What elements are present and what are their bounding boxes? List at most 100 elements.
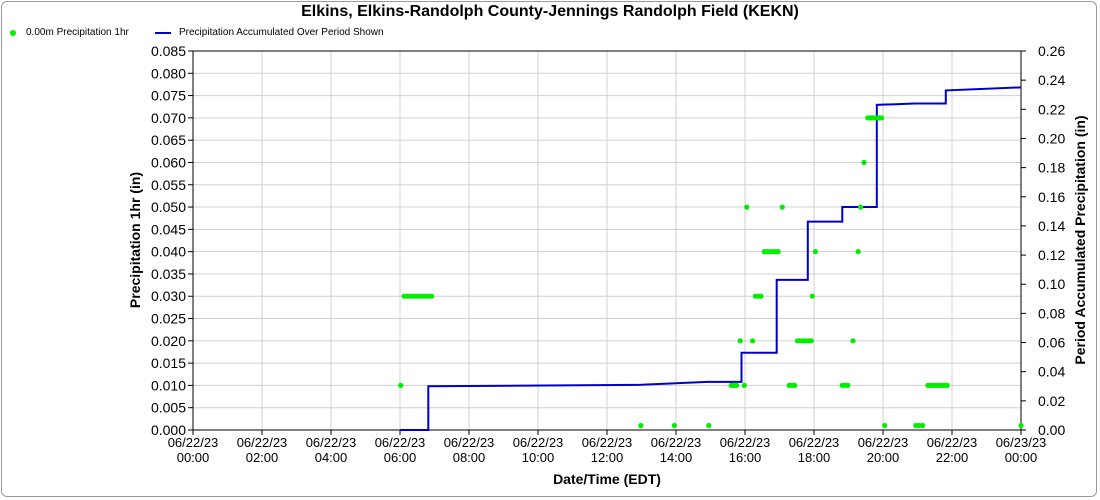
x-tick-label-date: 06/22/23	[651, 435, 702, 450]
precip-1hr-point	[1018, 422, 1024, 429]
left-tick-label: 0.045	[151, 221, 186, 237]
left-tick-label: 0.000	[151, 422, 186, 438]
precip-1hr-point	[744, 204, 750, 210]
y-axis-label-left: Precipitation 1hr (in)	[127, 172, 143, 308]
left-axis: 0.000 0.005 0.010 0.015 0.020 0.025 0.030 0.035…	[151, 43, 193, 438]
precip-1hr-point	[850, 338, 856, 344]
legend-label: 0.00m Precipitation 1hr	[26, 27, 129, 38]
precip-1hr-point	[741, 382, 747, 388]
x-tick-label-time: 12:00	[591, 450, 624, 465]
precip-1hr-point	[775, 249, 781, 255]
y-axis-label-right: Period Accumulated Precipitation (in)	[1072, 115, 1088, 364]
series-accumulated	[400, 86, 1022, 431]
right-tick-label: 0.16	[1038, 189, 1065, 205]
legend-dot-icon	[10, 29, 16, 36]
right-tick-label: 0.14	[1038, 218, 1065, 234]
left-tick-label: 0.005	[151, 400, 186, 416]
left-tick-label: 0.075	[151, 88, 186, 104]
left-tick-label: 0.010	[151, 377, 186, 393]
precip-1hr-point	[944, 382, 950, 388]
x-tick-label-time: 20:00	[867, 450, 900, 465]
precip-1hr-point	[812, 249, 819, 255]
right-tick-label: 0.00	[1038, 422, 1065, 438]
left-tick-label: 0.025	[151, 311, 186, 327]
left-tick-label: 0.065	[151, 132, 186, 148]
legend-item-precip-1hr: 0.00m Precipitation 1hr	[10, 27, 129, 38]
x-tick-label-date: 06/23/23	[996, 435, 1047, 450]
precip-1hr-point	[671, 422, 677, 429]
left-tick-label: 0.035	[151, 266, 186, 282]
precip-1hr-point	[779, 204, 785, 210]
precip-1hr-point	[920, 422, 926, 429]
x-tick-label-date: 06/22/23	[858, 435, 909, 450]
left-tick-label: 0.050	[151, 199, 186, 215]
precip-1hr-point	[845, 382, 851, 388]
precip-1hr-point	[734, 382, 740, 388]
right-axis: 0.00 0.02 0.04 0.06 0.08 0.10 0.12 0.14 0.16 0.18…	[1021, 43, 1065, 438]
series-precip-1hr	[398, 115, 1024, 429]
precip-1hr-point	[792, 382, 798, 388]
right-tick-label: 0.04	[1038, 364, 1065, 380]
x-tick-label-time: 00:00	[177, 450, 210, 465]
precip-1hr-point	[861, 159, 867, 166]
right-tick-label: 0.26	[1038, 43, 1065, 59]
left-tick-label: 0.070	[151, 110, 186, 126]
precip-1hr-point	[750, 338, 756, 344]
right-tick-label: 0.12	[1038, 247, 1065, 263]
left-tick-label: 0.060	[151, 154, 186, 170]
precip-1hr-point	[758, 293, 764, 299]
x-tick-label-date: 06/22/23	[720, 435, 771, 450]
legend-item-accumulated: Precipitation Accumulated Over Period Sh…	[155, 27, 384, 38]
precip-1hr-point	[706, 422, 712, 429]
legend-line-icon	[155, 31, 171, 34]
accumulated-precip-line	[400, 86, 1022, 431]
precip-1hr-point	[882, 422, 888, 429]
left-tick-label: 0.015	[151, 355, 186, 371]
x-tick-label-time: 00:00	[1005, 450, 1038, 465]
grid	[192, 50, 1022, 431]
x-tick-label-time: 04:00	[315, 450, 348, 465]
x-tick-label-date: 06/22/23	[513, 435, 564, 450]
x-tick-label-time: 22:00	[936, 450, 969, 465]
x-tick-label-date: 06/22/23	[168, 435, 219, 450]
x-tick-label-date: 06/22/23	[789, 435, 840, 450]
x-axis-label: Date/Time (EDT)	[553, 471, 661, 487]
legend-label: Precipitation Accumulated Over Period Sh…	[179, 27, 384, 38]
precip-1hr-point	[398, 382, 404, 388]
left-tick-label: 0.030	[151, 288, 186, 304]
right-tick-label: 0.10	[1038, 276, 1065, 292]
x-tick-label-date: 06/22/23	[927, 435, 978, 450]
precip-1hr-point	[858, 204, 864, 210]
left-tick-label: 0.040	[151, 244, 186, 260]
precip-1hr-point	[879, 115, 885, 121]
x-axis: 06/22/2300:0006/22/2302:0006/22/2304:000…	[168, 430, 1047, 465]
precip-1hr-point	[737, 338, 743, 344]
x-tick-label-date: 06/22/23	[375, 435, 426, 450]
precip-1hr-point	[855, 249, 861, 255]
right-tick-label: 0.22	[1038, 101, 1065, 117]
left-tick-label: 0.055	[151, 177, 186, 193]
left-tick-label: 0.085	[151, 43, 186, 59]
left-tick-label: 0.020	[151, 333, 186, 349]
right-tick-label: 0.02	[1038, 393, 1065, 409]
chart-title: Elkins, Elkins-Randolph County-Jennings …	[301, 3, 799, 20]
precip-1hr-point	[429, 293, 435, 299]
precip-1hr-point	[809, 293, 815, 299]
x-tick-label-date: 06/22/23	[444, 435, 495, 450]
x-tick-label-time: 10:00	[522, 450, 555, 465]
x-tick-label-date: 06/22/23	[582, 435, 633, 450]
x-tick-label-time: 06:00	[384, 450, 417, 465]
right-tick-label: 0.20	[1038, 130, 1065, 146]
x-tick-label-time: 16:00	[729, 450, 762, 465]
left-tick-label: 0.080	[151, 65, 186, 81]
right-tick-label: 0.18	[1038, 160, 1065, 176]
x-tick-label-time: 08:00	[453, 450, 486, 465]
right-tick-label: 0.24	[1038, 72, 1065, 88]
x-tick-label-date: 06/22/23	[306, 435, 357, 450]
x-tick-label-time: 02:00	[246, 450, 279, 465]
x-tick-label-date: 06/22/23	[237, 435, 288, 450]
right-tick-label: 0.08	[1038, 305, 1065, 321]
precip-1hr-point	[638, 422, 644, 429]
